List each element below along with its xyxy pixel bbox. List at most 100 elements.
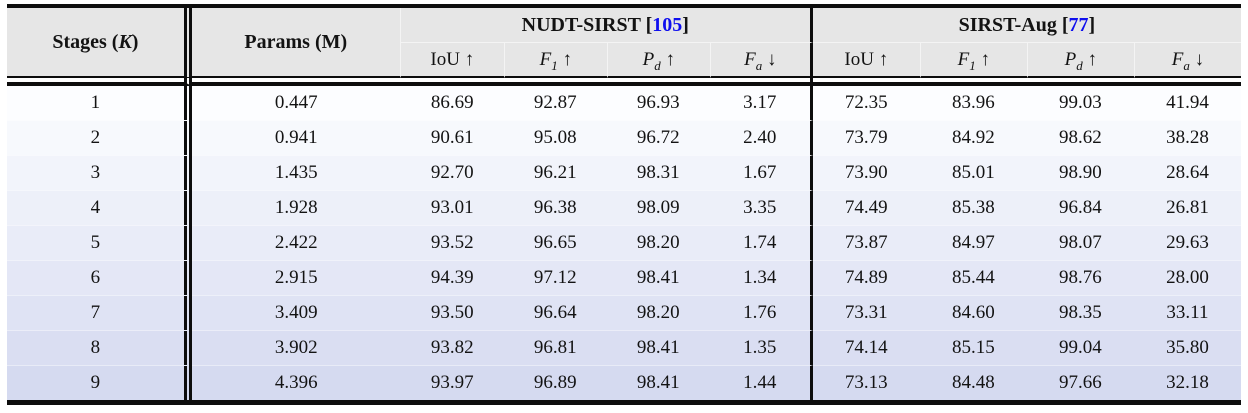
group-header-sirst-aug: SIRST-Aug [77] xyxy=(812,8,1241,42)
metric-value-cell: 98.62 xyxy=(1026,120,1134,155)
metric-value-cell: 96.89 xyxy=(503,365,607,400)
metric-header-f1: F1 ↑ xyxy=(503,42,607,78)
bracket: ] xyxy=(682,14,689,36)
metric-header-iou: IoU ↑ xyxy=(812,42,920,78)
table-row: 3 1.435 92.70 96.21 98.31 1.67 73.90 85.01 98.90… xyxy=(7,155,1241,190)
metric-value-cell: 98.31 xyxy=(606,155,710,190)
metric-value-cell: 98.76 xyxy=(1026,260,1134,295)
stage-cell: 3 xyxy=(7,155,192,190)
stage-cell: 5 xyxy=(7,225,192,260)
params-cell: 0.941 xyxy=(191,120,401,155)
citation-link-105[interactable]: 105 xyxy=(652,14,683,36)
metric-value-cell: 84.97 xyxy=(919,225,1027,260)
metric-value-cell: 93.50 xyxy=(400,295,504,330)
group-header-row: Stages (K) Params (M) NUDT-SIRST [105] S… xyxy=(7,8,1241,78)
table-row: 8 3.902 93.82 96.81 98.41 1.35 74.14 85.15 99.04… xyxy=(7,330,1241,365)
metric-value-cell: 3.17 xyxy=(709,86,813,120)
stages-label-suffix: ) xyxy=(131,31,139,53)
params-cell: 2.915 xyxy=(191,260,401,295)
metric-value-cell: 98.41 xyxy=(606,330,710,365)
dataset-name: NUDT-SIRST xyxy=(521,14,641,36)
table-row: 6 2.915 94.39 97.12 98.41 1.34 74.89 85.44 98.76… xyxy=(7,260,1241,295)
divider-segment xyxy=(191,78,813,86)
metric-value-cell: 98.09 xyxy=(606,190,710,225)
table-row: 9 4.396 93.97 96.89 98.41 1.44 73.13 84.48 97.66… xyxy=(7,365,1241,400)
metric-value-cell: 98.41 xyxy=(606,260,710,295)
metric-value-cell: 92.87 xyxy=(503,86,607,120)
params-cell: 1.435 xyxy=(191,155,401,190)
metric-value-cell: 85.44 xyxy=(919,260,1027,295)
stage-cell: 6 xyxy=(7,260,192,295)
stage-cell: 2 xyxy=(7,120,192,155)
metric-value-cell: 98.35 xyxy=(1026,295,1134,330)
metric-header-fa: Fa ↓ xyxy=(1133,42,1241,78)
metric-value-cell: 96.64 xyxy=(503,295,607,330)
results-table: Stages (K) Params (M) NUDT-SIRST [105] S… xyxy=(7,4,1241,405)
dataset-name: SIRST-Aug xyxy=(958,14,1057,36)
metric-value-cell: 97.12 xyxy=(503,260,607,295)
stage-cell: 9 xyxy=(7,365,192,400)
metric-value-cell: 95.08 xyxy=(503,120,607,155)
metric-value-cell: 96.21 xyxy=(503,155,607,190)
metric-value-cell: 96.38 xyxy=(503,190,607,225)
metric-value-cell: 28.00 xyxy=(1133,260,1241,295)
metric-value-cell: 83.96 xyxy=(919,86,1027,120)
metric-value-cell: 1.74 xyxy=(709,225,813,260)
metric-value-cell: 41.94 xyxy=(1133,86,1241,120)
metric-header-pd: Pd ↑ xyxy=(606,42,710,78)
metric-value-cell: 97.66 xyxy=(1026,365,1134,400)
metric-value-cell: 73.79 xyxy=(812,120,920,155)
metric-value-cell: 26.81 xyxy=(1133,190,1241,225)
params-cell: 3.902 xyxy=(191,330,401,365)
metric-header-row: IoU ↑ F1 ↑ Pd ↑ Fa ↓ IoU ↑ F1 ↑ Pd ↑ Fa ↓ xyxy=(7,42,1241,78)
metric-value-cell: 85.15 xyxy=(919,330,1027,365)
metric-value-cell: 99.04 xyxy=(1026,330,1134,365)
col-header-stages: Stages (K) xyxy=(7,8,192,78)
metric-value-cell: 1.44 xyxy=(709,365,813,400)
metric-value-cell: 96.84 xyxy=(1026,190,1134,225)
params-cell: 1.928 xyxy=(191,190,401,225)
bracket: ] xyxy=(1088,14,1096,36)
group-header-nudt-sirst: NUDT-SIRST [105] xyxy=(400,8,813,42)
stage-cell: 4 xyxy=(7,190,192,225)
metric-value-cell: 96.72 xyxy=(606,120,710,155)
metric-value-cell: 84.60 xyxy=(919,295,1027,330)
metric-value-cell: 73.90 xyxy=(812,155,920,190)
col-header-params: Params (M) xyxy=(191,8,401,78)
metric-value-cell: 84.92 xyxy=(919,120,1027,155)
table-row: 7 3.409 93.50 96.64 98.20 1.76 73.31 84.60 98.35… xyxy=(7,295,1241,330)
metric-value-cell: 73.31 xyxy=(812,295,920,330)
params-cell: 0.447 xyxy=(191,86,401,120)
metric-value-cell: 38.28 xyxy=(1133,120,1241,155)
metric-value-cell: 96.93 xyxy=(606,86,710,120)
metric-value-cell: 93.01 xyxy=(400,190,504,225)
metric-value-cell: 92.70 xyxy=(400,155,504,190)
citation-link-77[interactable]: 77 xyxy=(1068,14,1089,36)
params-cell: 2.422 xyxy=(191,225,401,260)
metric-value-cell: 98.90 xyxy=(1026,155,1134,190)
metric-header-f1: F1 ↑ xyxy=(919,42,1027,78)
header-body-divider xyxy=(7,78,1241,86)
bracket: [ xyxy=(645,14,653,36)
metric-value-cell: 85.01 xyxy=(919,155,1027,190)
metric-value-cell: 96.65 xyxy=(503,225,607,260)
metric-value-cell: 1.34 xyxy=(709,260,813,295)
metric-value-cell: 1.35 xyxy=(709,330,813,365)
metric-header-fa: Fa ↓ xyxy=(709,42,813,78)
metric-value-cell: 32.18 xyxy=(1133,365,1241,400)
metric-value-cell: 93.97 xyxy=(400,365,504,400)
table-row: 2 0.941 90.61 95.08 96.72 2.40 73.79 84.92 98.62… xyxy=(7,120,1241,155)
metric-value-cell: 3.35 xyxy=(709,190,813,225)
bracket: [ xyxy=(1061,14,1069,36)
metric-value-cell: 98.20 xyxy=(606,295,710,330)
stage-cell: 1 xyxy=(7,86,192,120)
metric-value-cell: 86.69 xyxy=(400,86,504,120)
metric-value-cell: 74.14 xyxy=(812,330,920,365)
metric-value-cell: 73.87 xyxy=(812,225,920,260)
divider-segment xyxy=(812,78,1241,86)
table-row: 5 2.422 93.52 96.65 98.20 1.74 73.87 84.97 98.07… xyxy=(7,225,1241,260)
metric-value-cell: 72.35 xyxy=(812,86,920,120)
metric-value-cell: 1.67 xyxy=(709,155,813,190)
stage-cell: 8 xyxy=(7,330,192,365)
